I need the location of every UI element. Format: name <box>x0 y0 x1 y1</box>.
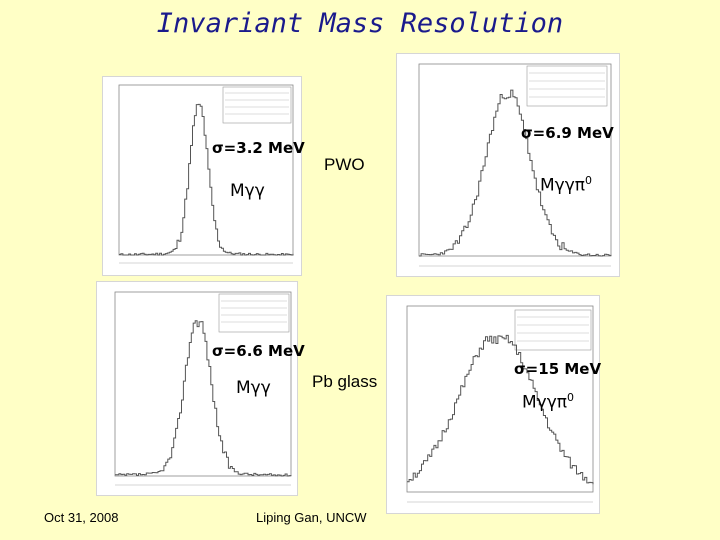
mass-label-pwo-pi0: Mγγ <box>230 181 265 201</box>
histogram-curve <box>115 320 292 477</box>
footer-author: Liping Gan, UNCW <box>256 510 367 525</box>
histogram-pb-eta-plot <box>406 305 594 503</box>
material-label-pb-glass: Pb glass <box>312 372 378 391</box>
histogram-curve <box>407 334 594 485</box>
histogram-curve <box>119 103 294 256</box>
histogram-pwo-eta-plot <box>418 63 612 267</box>
histogram-pwo-pi0-plot <box>118 84 294 264</box>
histogram-pwo-pi0 <box>102 76 302 276</box>
sigma-label-pwo-eta: σ=6.9 MeV <box>521 124 614 142</box>
histogram-pb-pi0 <box>96 281 298 496</box>
sigma-label-pb-pi0: σ=6.6 MeV <box>212 342 305 360</box>
mass-label-pb-pi0: Mγγ <box>236 378 271 398</box>
footer-date: Oct 31, 2008 <box>44 510 119 525</box>
histogram-curve <box>419 89 612 257</box>
histogram-pwo-eta <box>396 53 620 277</box>
mass-label-pwo-eta: Mγγπ0 <box>540 174 593 196</box>
histogram-pb-eta <box>386 295 600 514</box>
sigma-label-pwo-pi0: σ=3.2 MeV <box>212 139 305 157</box>
sigma-label-pb-eta: σ=15 MeV <box>514 360 602 378</box>
page-title: Invariant Mass Resolution <box>156 8 564 39</box>
histogram-pb-pi0-plot <box>114 291 292 486</box>
mass-label-pb-eta: Mγγπ0 <box>522 391 575 413</box>
superscript-zero: 0 <box>585 174 593 187</box>
superscript-zero: 0 <box>567 391 575 404</box>
material-label-pwo: PWO <box>324 155 365 174</box>
